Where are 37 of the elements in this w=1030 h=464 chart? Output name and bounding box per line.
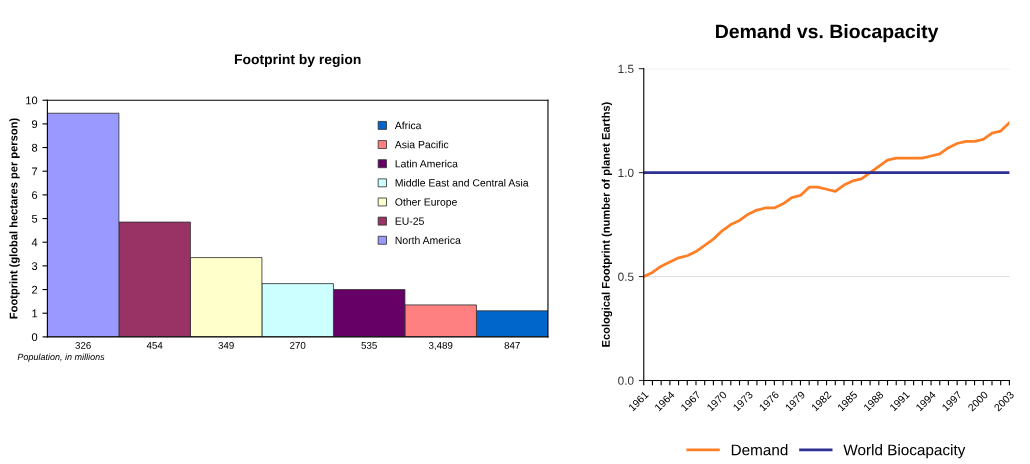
x-tick-label: 349: [218, 341, 234, 349]
y-tick-label: 1.5: [618, 64, 634, 74]
y-axis-title: Footprint (global hectares per person): [9, 118, 20, 319]
y-tick-label: 3: [31, 262, 38, 271]
chart-title: Footprint by region: [234, 54, 361, 68]
legend-label: Latin America: [395, 159, 458, 168]
x-tick-label: 270: [290, 341, 306, 349]
y-tick-label: 8: [31, 143, 38, 152]
y-tick-label: 7: [32, 167, 38, 176]
x-tick-label: 3,489: [428, 341, 453, 351]
y-tick-label: 2: [32, 285, 38, 294]
x-tick-label: 847: [504, 341, 520, 349]
y-tick-label: 0: [31, 333, 38, 341]
legend-label: Other Europe: [395, 198, 457, 208]
y-tick-label: 5: [31, 214, 38, 223]
x-tick-label: 326: [75, 341, 91, 349]
y-tick-label: 6: [32, 191, 38, 200]
legend-label: World Biocapacity: [843, 444, 966, 459]
y-tick-label: 10: [26, 96, 38, 105]
y-tick-label: 1: [32, 309, 38, 318]
x-tick-label: 454: [146, 342, 163, 349]
text: Population, in millions: [17, 353, 105, 362]
legend-label: EU-25: [395, 217, 424, 225]
chart-title: Demand vs. Biocapacity: [716, 24, 939, 43]
legend-label: North America: [395, 236, 461, 244]
line-series: [643, 121, 1010, 278]
legend-label: Demand: [731, 444, 788, 456]
legend-label: Africa: [394, 121, 422, 130]
legend-label: Asia Pacific: [394, 140, 449, 149]
y-tick-label: 4: [31, 238, 38, 247]
y-tick-label: 0.5: [618, 272, 634, 281]
y-tick-label: 1.0: [618, 168, 634, 177]
y-tick-label: 0.0: [618, 376, 634, 385]
y-tick-label: 9: [32, 120, 38, 129]
x-tick-label: 535: [361, 341, 377, 349]
legend-label: Middle East and Central Asia: [395, 178, 529, 187]
y-axis-title: Ecological Footprint (number of planet Earths): [601, 102, 613, 347]
